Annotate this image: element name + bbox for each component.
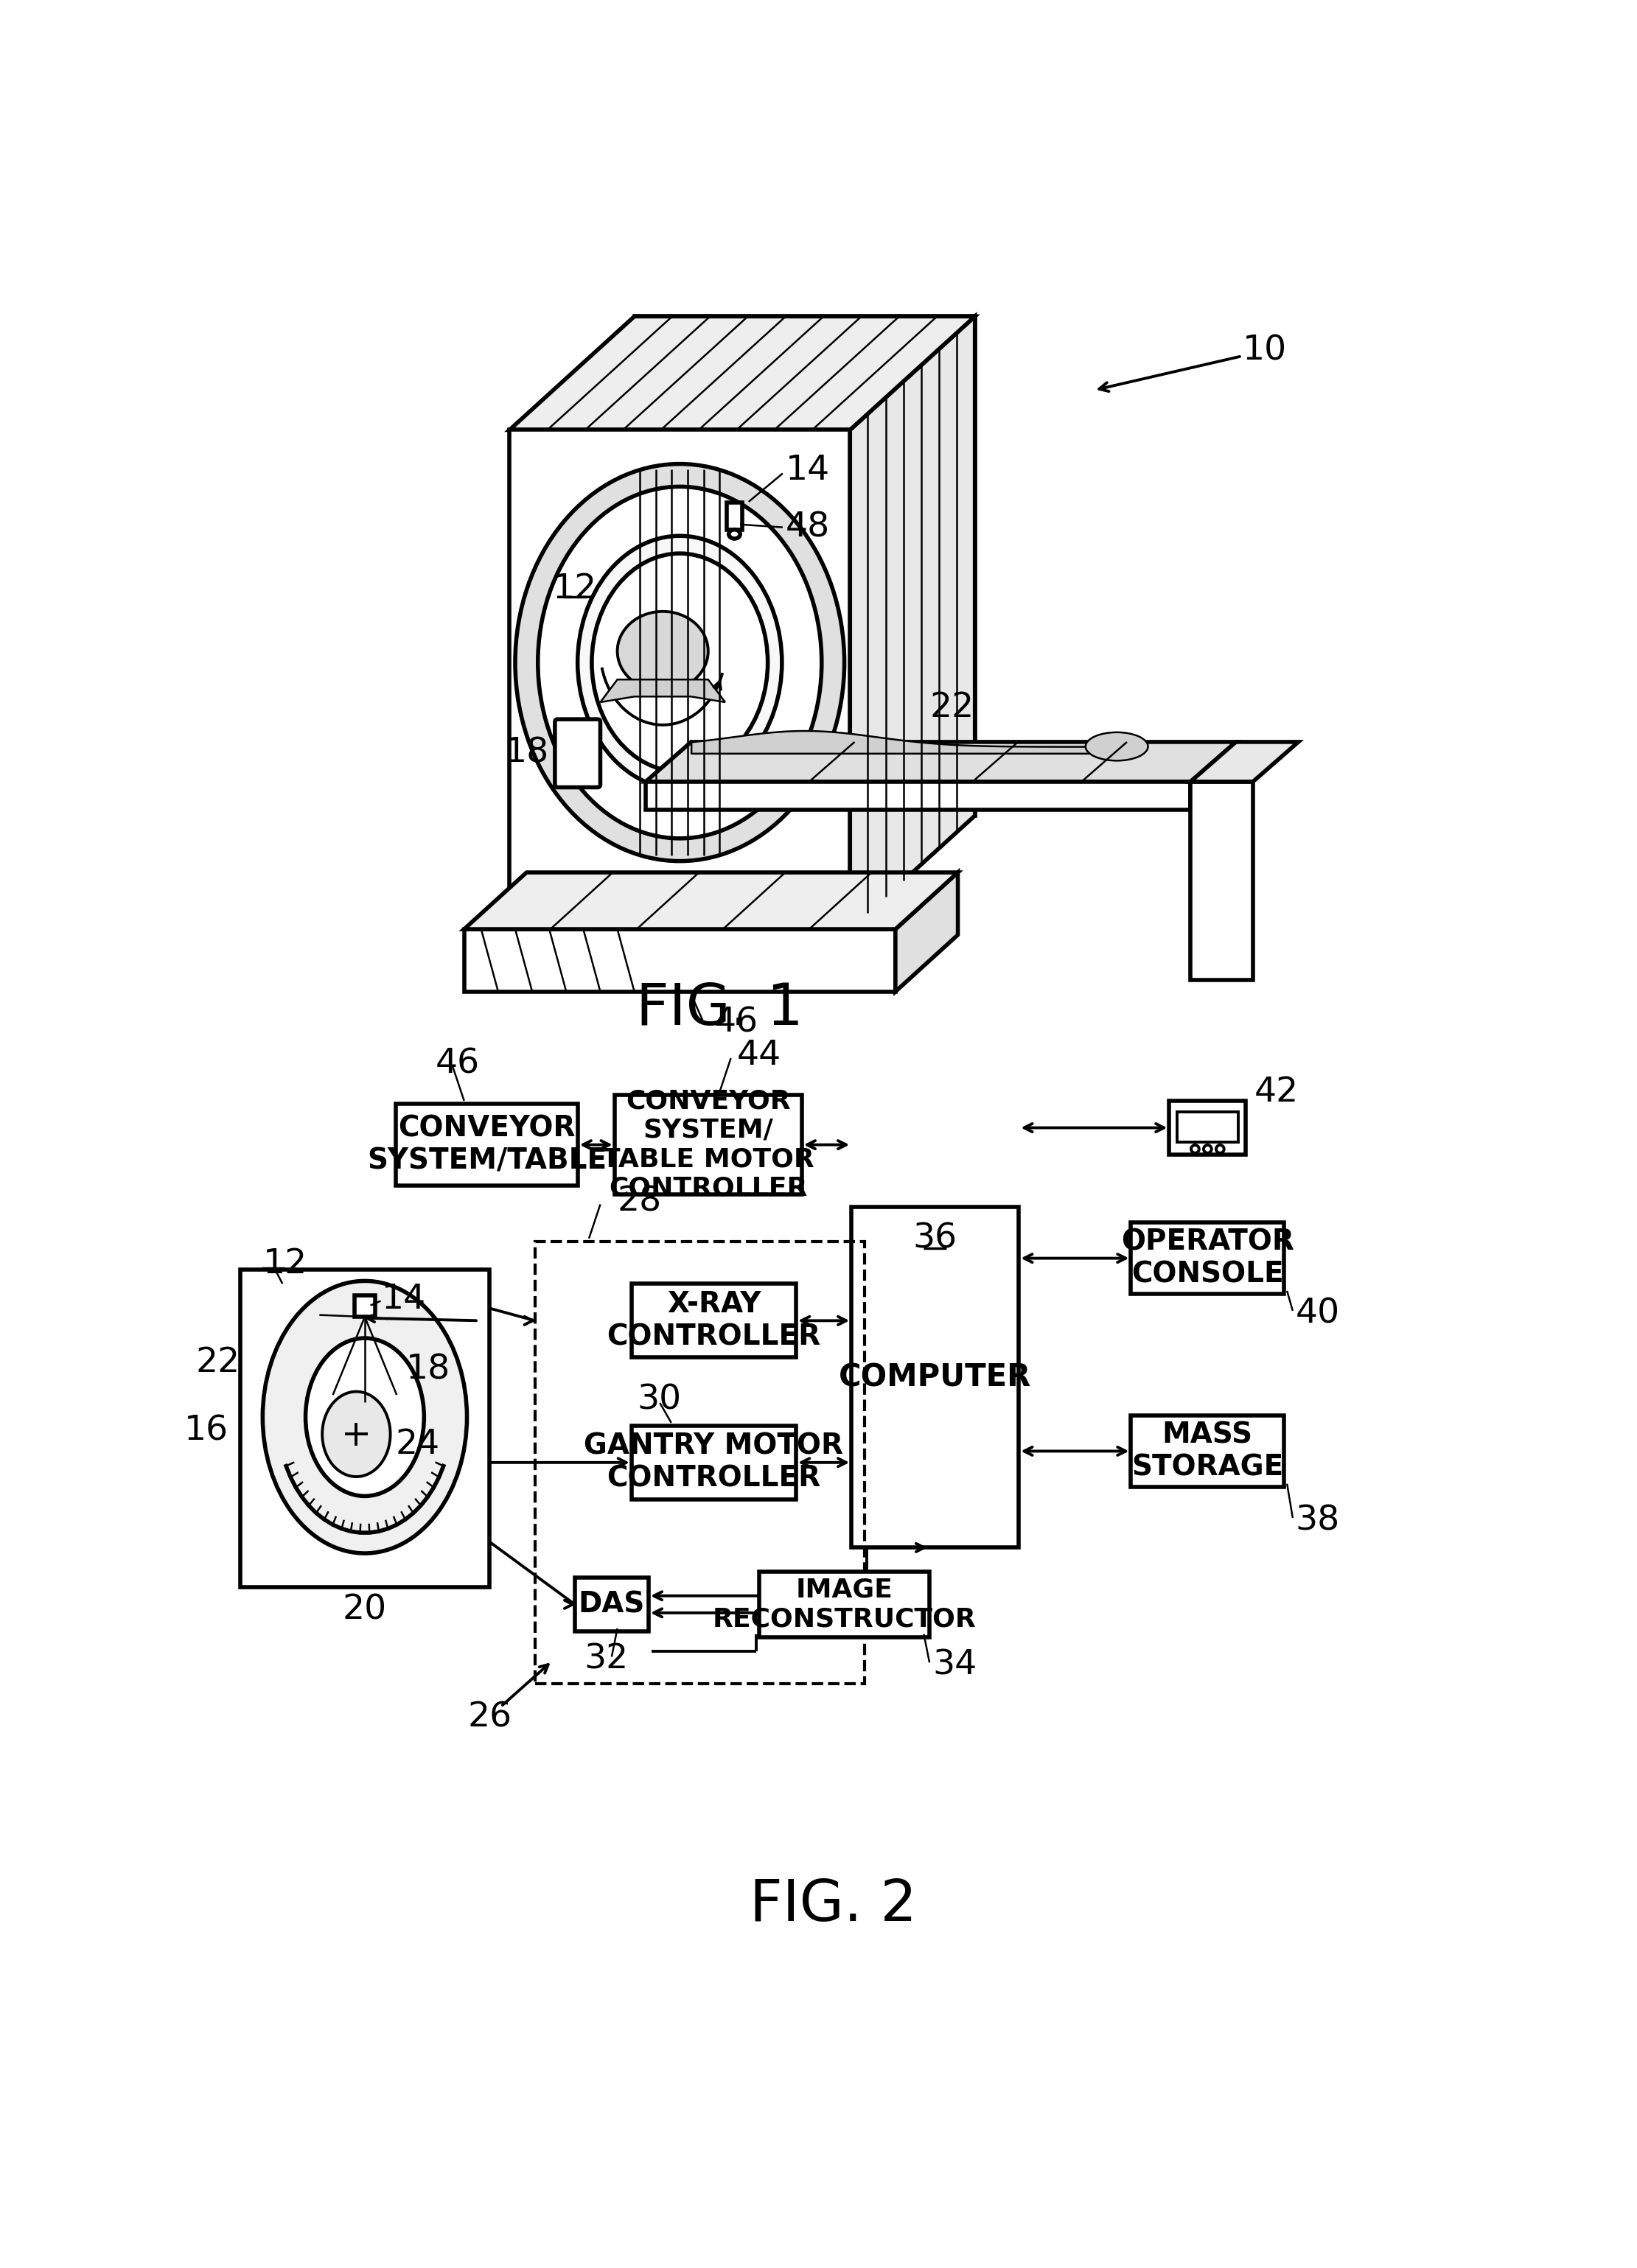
Text: 40: 40 bbox=[1295, 1297, 1339, 1329]
Polygon shape bbox=[601, 680, 725, 703]
Text: 46: 46 bbox=[435, 1048, 480, 1080]
Text: 16: 16 bbox=[185, 1415, 229, 1447]
Ellipse shape bbox=[617, 612, 709, 692]
Ellipse shape bbox=[578, 535, 782, 789]
Circle shape bbox=[1203, 1145, 1211, 1152]
Polygon shape bbox=[1190, 742, 1298, 782]
Bar bbox=[760, 1572, 930, 1637]
Ellipse shape bbox=[322, 1393, 390, 1476]
Bar bbox=[1131, 1222, 1283, 1293]
Text: 22: 22 bbox=[930, 692, 974, 723]
Text: 46: 46 bbox=[714, 1007, 758, 1039]
Bar bbox=[355, 1295, 375, 1318]
Ellipse shape bbox=[1085, 733, 1148, 760]
Text: 18: 18 bbox=[406, 1354, 450, 1386]
Bar bbox=[535, 1241, 864, 1683]
Text: 48: 48 bbox=[786, 510, 830, 544]
Bar bbox=[509, 431, 850, 930]
Text: 44: 44 bbox=[737, 1039, 781, 1073]
Text: 34: 34 bbox=[933, 1649, 977, 1683]
Bar bbox=[465, 930, 895, 991]
Ellipse shape bbox=[728, 528, 740, 540]
Text: 18: 18 bbox=[504, 737, 550, 769]
Polygon shape bbox=[465, 873, 958, 930]
FancyBboxPatch shape bbox=[555, 719, 601, 787]
Text: CONVEYOR
SYSTEM/
TABLE MOTOR
CONTROLLER: CONVEYOR SYSTEM/ TABLE MOTOR CONTROLLER bbox=[602, 1089, 814, 1200]
Text: 20: 20 bbox=[342, 1594, 386, 1626]
Text: COMPUTER: COMPUTER bbox=[838, 1361, 1031, 1393]
Bar bbox=[241, 1270, 489, 1588]
Text: 42: 42 bbox=[1254, 1075, 1298, 1109]
Bar bbox=[614, 1095, 802, 1195]
Circle shape bbox=[1192, 1145, 1198, 1152]
Text: DAS: DAS bbox=[578, 1590, 645, 1619]
Text: OPERATOR
CONSOLE: OPERATOR CONSOLE bbox=[1121, 1227, 1295, 1288]
Text: 26: 26 bbox=[468, 1701, 512, 1735]
Text: 22: 22 bbox=[195, 1347, 241, 1379]
Text: FIG. 2: FIG. 2 bbox=[750, 1878, 917, 1932]
Text: GANTRY MOTOR
CONTROLLER: GANTRY MOTOR CONTROLLER bbox=[584, 1433, 843, 1492]
Text: 14: 14 bbox=[786, 454, 830, 488]
Bar bbox=[727, 501, 743, 528]
Ellipse shape bbox=[516, 465, 845, 862]
Ellipse shape bbox=[539, 488, 822, 839]
Text: CONVEYOR
SYSTEM/TABLE: CONVEYOR SYSTEM/TABLE bbox=[367, 1114, 607, 1175]
Text: 12: 12 bbox=[553, 572, 598, 606]
Bar bbox=[575, 1576, 648, 1631]
Bar bbox=[1131, 1415, 1283, 1486]
Text: 10: 10 bbox=[1242, 333, 1287, 367]
Text: 14: 14 bbox=[381, 1284, 426, 1315]
Ellipse shape bbox=[593, 553, 768, 771]
Text: 30: 30 bbox=[637, 1383, 681, 1418]
Text: IMAGE
RECONSTRUCTOR: IMAGE RECONSTRUCTOR bbox=[712, 1576, 976, 1631]
Polygon shape bbox=[645, 742, 1236, 782]
Bar bbox=[396, 1105, 578, 1186]
Bar bbox=[1177, 1111, 1238, 1143]
Text: X-RAY
CONTROLLER: X-RAY CONTROLLER bbox=[607, 1290, 820, 1352]
Text: MASS
STORAGE: MASS STORAGE bbox=[1131, 1422, 1283, 1481]
Bar bbox=[632, 1284, 796, 1359]
Bar bbox=[635, 318, 976, 816]
Text: 24: 24 bbox=[396, 1429, 440, 1461]
Bar bbox=[1190, 782, 1252, 980]
Polygon shape bbox=[509, 318, 976, 431]
Bar bbox=[1169, 1100, 1246, 1154]
Text: 38: 38 bbox=[1295, 1504, 1341, 1538]
Text: 36: 36 bbox=[913, 1222, 958, 1254]
Circle shape bbox=[1216, 1145, 1224, 1152]
Text: 32: 32 bbox=[584, 1642, 629, 1676]
Ellipse shape bbox=[306, 1338, 424, 1497]
Text: 12: 12 bbox=[262, 1247, 308, 1281]
Text: FIG. 1: FIG. 1 bbox=[635, 980, 804, 1036]
Polygon shape bbox=[895, 873, 958, 991]
Text: 28: 28 bbox=[617, 1184, 661, 1218]
Bar bbox=[632, 1427, 796, 1499]
Ellipse shape bbox=[262, 1281, 467, 1554]
Polygon shape bbox=[850, 318, 976, 930]
Bar bbox=[851, 1207, 1018, 1547]
Bar bbox=[645, 782, 1190, 810]
